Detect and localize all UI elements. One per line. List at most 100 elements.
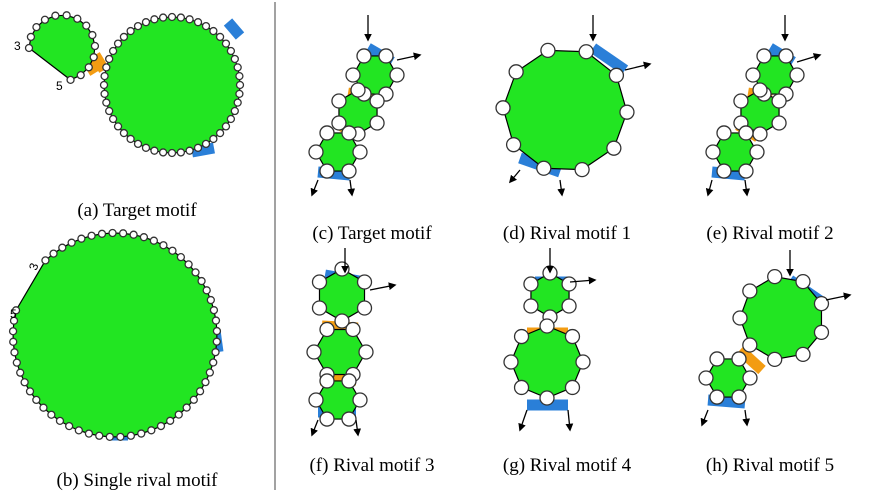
nucleotide	[221, 122, 231, 131]
nucleotide	[158, 13, 168, 22]
loop	[739, 276, 823, 360]
nucleotide	[733, 93, 749, 109]
arrow	[509, 169, 521, 184]
nucleotide	[513, 328, 530, 345]
nucleotide	[356, 48, 372, 64]
nucleotide	[11, 306, 21, 315]
nucleotide	[334, 313, 350, 329]
loop	[313, 328, 367, 376]
nucleotide	[87, 231, 96, 240]
arrow	[742, 409, 751, 427]
nucleotide	[126, 431, 136, 440]
caption: (d) Rival motif 1	[503, 223, 631, 244]
nucleotide	[197, 276, 206, 286]
nucleotide	[9, 316, 19, 325]
nucleotide	[185, 15, 194, 24]
nucleotide	[126, 26, 135, 36]
nucleotide	[139, 233, 149, 242]
nucleotide	[306, 344, 322, 360]
nucleotide	[331, 115, 347, 131]
nucleotide	[129, 230, 138, 239]
arrow	[569, 276, 597, 285]
nucleotide	[167, 148, 177, 158]
nucleotide	[25, 387, 35, 396]
nucleotide	[564, 379, 581, 396]
nucleotide	[319, 125, 335, 141]
nucleotide	[233, 63, 242, 72]
nucleotide	[99, 80, 109, 90]
stem	[589, 43, 629, 75]
arrow	[565, 409, 574, 432]
nucleotide	[102, 98, 111, 107]
nucleotide	[16, 368, 25, 377]
nucleotide	[350, 82, 366, 98]
nucleotide	[561, 298, 577, 314]
nucleotide	[705, 144, 721, 160]
nucleotide	[150, 15, 159, 24]
nucleotide	[369, 115, 385, 131]
nucleotide	[55, 416, 65, 426]
arrow	[347, 179, 356, 197]
nucleotide	[108, 228, 117, 238]
arrow	[705, 179, 714, 197]
end-label: 5	[56, 79, 63, 93]
nucleotide	[356, 274, 373, 290]
nucleotide	[319, 163, 335, 179]
caption: (e) Rival motif 2	[706, 223, 833, 244]
nucleotide	[201, 139, 211, 149]
nucleotide	[84, 63, 93, 72]
nucleotide	[319, 321, 335, 338]
nucleotide	[137, 429, 146, 438]
nucleotide	[20, 378, 29, 387]
nucleotide	[8, 327, 18, 336]
nucleotide	[767, 268, 783, 285]
arrow	[310, 419, 319, 437]
nucleotide	[90, 41, 100, 51]
nucleotide	[82, 21, 91, 30]
nucleotide	[369, 93, 385, 109]
nucleotide	[378, 48, 394, 64]
nucleotide	[32, 395, 41, 405]
caption: (g) Rival motif 4	[503, 455, 632, 476]
nucleotide	[147, 426, 156, 435]
nucleotide	[12, 358, 21, 367]
nucleotide	[575, 354, 591, 370]
nucleotide	[193, 18, 203, 27]
end-label: 3	[14, 39, 21, 53]
arrow	[518, 409, 528, 432]
nucleotide	[215, 128, 225, 138]
nucleotide	[311, 300, 328, 316]
nucleotide	[389, 67, 405, 83]
nucleotide	[67, 238, 76, 247]
stem	[191, 142, 215, 158]
nucleotide	[212, 337, 221, 346]
caption: (c) Target motif	[312, 223, 432, 244]
caption: (a) Target motif	[77, 200, 197, 221]
nucleotide	[88, 30, 97, 40]
arrow	[624, 61, 652, 71]
nucleotide	[191, 268, 200, 277]
nucleotide	[308, 144, 324, 160]
nucleotide	[209, 134, 218, 144]
nucleotide	[133, 21, 143, 31]
caption: (b) Single rival motif	[57, 470, 219, 491]
nucleotide	[182, 403, 191, 412]
arrow	[825, 292, 852, 301]
nucleotide	[523, 298, 539, 314]
nucleotide	[158, 148, 168, 157]
nucleotide	[716, 125, 732, 141]
nucleotide	[742, 283, 758, 299]
nucleotide	[105, 54, 114, 64]
nucleotide	[95, 431, 104, 440]
nucleotide	[150, 146, 159, 155]
nucleotide	[105, 432, 114, 442]
nucleotide	[795, 273, 811, 290]
nucleotide	[133, 139, 143, 149]
nucleotide	[116, 432, 125, 442]
arrow	[310, 179, 319, 197]
nucleotide	[771, 115, 787, 131]
nucleotide	[100, 89, 109, 99]
nucleotide	[795, 346, 811, 363]
stem	[223, 18, 245, 40]
